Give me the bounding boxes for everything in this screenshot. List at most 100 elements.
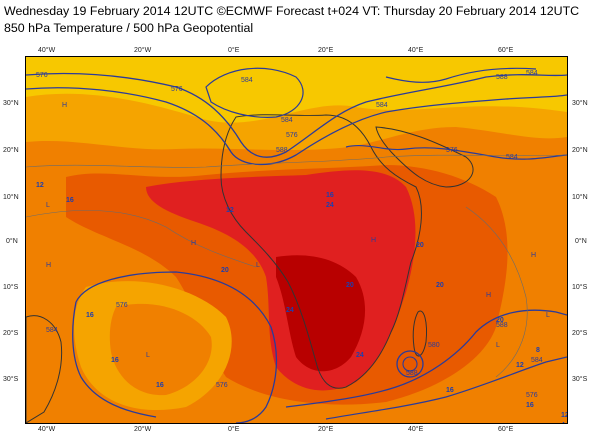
lat-label-left: 30°S xyxy=(3,376,19,383)
geopotential-contour xyxy=(26,72,567,158)
field-description: 850 hPa Temperature / 500 hPa Geopotenti… xyxy=(4,21,254,35)
geopotential-label: 576 xyxy=(116,302,128,309)
pressure-mark: L xyxy=(46,202,50,209)
geopotential-contour xyxy=(205,67,304,118)
pressure-marks: H H H L L H L H L H L xyxy=(46,102,550,359)
lat-label-left: 20°S xyxy=(3,330,19,337)
geopotential-label: 584 xyxy=(526,70,538,77)
chart-header: Wednesday 19 February 2014 12UTC ©ECMWF … xyxy=(0,0,598,40)
lat-label-right: 30°N xyxy=(572,100,588,107)
geopotential-contour xyxy=(72,301,157,418)
coastline-south-america xyxy=(26,315,63,423)
geopotential-contour xyxy=(75,271,278,423)
geopotential-label: 588 xyxy=(406,370,418,377)
lat-label-left: 10°N xyxy=(3,194,19,201)
weather-map[interactable]: 576 576 584 584 576 584 588 584 588 576 584 576 584 5… xyxy=(25,56,568,424)
low-pressure-contour xyxy=(396,350,424,378)
temperature-field: 576 576 584 584 576 584 588 584 588 576 584 576 584 5… xyxy=(26,57,567,423)
lon-label-top: 20°W xyxy=(134,47,152,54)
lat-label-left: 0°N xyxy=(6,238,18,245)
temperature-contour xyxy=(26,154,567,168)
pressure-mark: H xyxy=(486,292,491,299)
lat-label-left: 20°N xyxy=(3,147,19,154)
pressure-mark: L xyxy=(146,352,150,359)
temperature-label: 16 xyxy=(446,387,454,394)
coastline-arabia xyxy=(375,126,474,188)
lon-label-bottom: 40°W xyxy=(38,426,56,433)
lon-label-top: 60°E xyxy=(498,47,514,54)
pressure-mark: L xyxy=(256,262,260,269)
low-pressure-contour xyxy=(402,356,418,372)
lat-label-right: 20°N xyxy=(572,147,588,154)
coastline-africa xyxy=(220,114,422,389)
temperature-label: 16 xyxy=(526,402,534,409)
lat-label-right: 10°S xyxy=(572,284,588,291)
temperature-label: 20 xyxy=(496,317,504,324)
geopotential-label: 584 xyxy=(46,327,58,334)
lon-label-top: 20°E xyxy=(318,47,334,54)
lat-label-left: 30°N xyxy=(3,100,19,107)
temperature-label: 12 xyxy=(226,207,234,214)
temperature-label: 12 xyxy=(561,412,567,419)
temperature-label: 16 xyxy=(326,192,334,199)
temperature-labels: 12 16 12 16 20 24 20 24 16 20 24 20 16 16 20 16 12 8 4 16 12… xyxy=(36,182,567,423)
lon-label-top: 40°W xyxy=(38,47,56,54)
geopotential-label: 584 xyxy=(506,154,518,161)
temperature-label: 20 xyxy=(416,242,424,249)
pressure-mark: H xyxy=(46,262,51,269)
temperature-label: 20 xyxy=(346,282,354,289)
geopotential-contour xyxy=(26,87,567,166)
geopotential-label: 588 xyxy=(276,147,288,154)
geopotential-contour xyxy=(385,67,537,83)
geopotential-label: 580 xyxy=(428,342,440,349)
forecast-title: Wednesday 19 February 2014 12UTC ©ECMWF … xyxy=(4,4,580,18)
pressure-mark: H xyxy=(531,252,536,259)
temperature-label: 16 xyxy=(86,312,94,319)
lon-label-top: 40°E xyxy=(408,47,424,54)
temperature-label: 16 xyxy=(111,357,119,364)
pressure-mark: L xyxy=(496,342,500,349)
pressure-mark: H xyxy=(62,102,67,109)
geopotential-label: 588 xyxy=(496,322,508,329)
field-band-dark-red xyxy=(276,255,366,372)
lat-label-right: 10°N xyxy=(572,194,588,201)
lon-label-top: 0°E xyxy=(228,47,240,54)
geopotential-label: 588 xyxy=(496,74,508,81)
pressure-mark: H xyxy=(191,240,196,247)
pressure-mark: H xyxy=(371,237,376,244)
lon-label-bottom: 20°W xyxy=(134,426,152,433)
geopotential-label: 576 xyxy=(216,382,228,389)
temperature-label: 12 xyxy=(516,362,524,369)
lon-label-bottom: 40°E xyxy=(408,426,424,433)
temperature-contour xyxy=(465,206,528,378)
geopotential-label: 576 xyxy=(286,132,298,139)
temperature-label: 12 xyxy=(36,182,44,189)
lon-label-bottom: 60°E xyxy=(498,426,514,433)
temperature-label: 20 xyxy=(436,282,444,289)
geopotential-contour xyxy=(345,145,567,160)
temperature-label: 16 xyxy=(66,197,74,204)
contour-labels: 576 576 584 584 576 584 588 584 588 576 584 576 584 5… xyxy=(36,70,543,399)
temperature-label: 20 xyxy=(221,267,229,274)
geopotential-label: 576 xyxy=(36,72,48,79)
geopotential-label: 584 xyxy=(531,357,543,364)
geopotential-label: 576 xyxy=(446,147,458,154)
geopotential-label: 576 xyxy=(526,392,538,399)
geopotential-contour xyxy=(325,356,567,420)
temperature-label: 24 xyxy=(326,202,334,209)
geopotential-contour xyxy=(285,309,567,408)
temperature-label: 16 xyxy=(156,382,164,389)
temperature-contour xyxy=(26,210,257,268)
temperature-label: 4 xyxy=(561,422,565,423)
geopotential-label: 584 xyxy=(376,102,388,109)
temperature-label: 24 xyxy=(356,352,364,359)
lat-label-right: 20°S xyxy=(572,330,588,337)
temperature-label: 8 xyxy=(536,347,540,354)
temperature-label: 24 xyxy=(286,307,294,314)
field-band-southwest-core xyxy=(109,303,212,396)
geopotential-label: 584 xyxy=(241,77,253,84)
geopotential-label: 576 xyxy=(171,86,183,93)
lat-label-right: 0°N xyxy=(575,238,587,245)
geopotential-label: 584 xyxy=(281,117,293,124)
lat-label-right: 30°S xyxy=(572,376,588,383)
